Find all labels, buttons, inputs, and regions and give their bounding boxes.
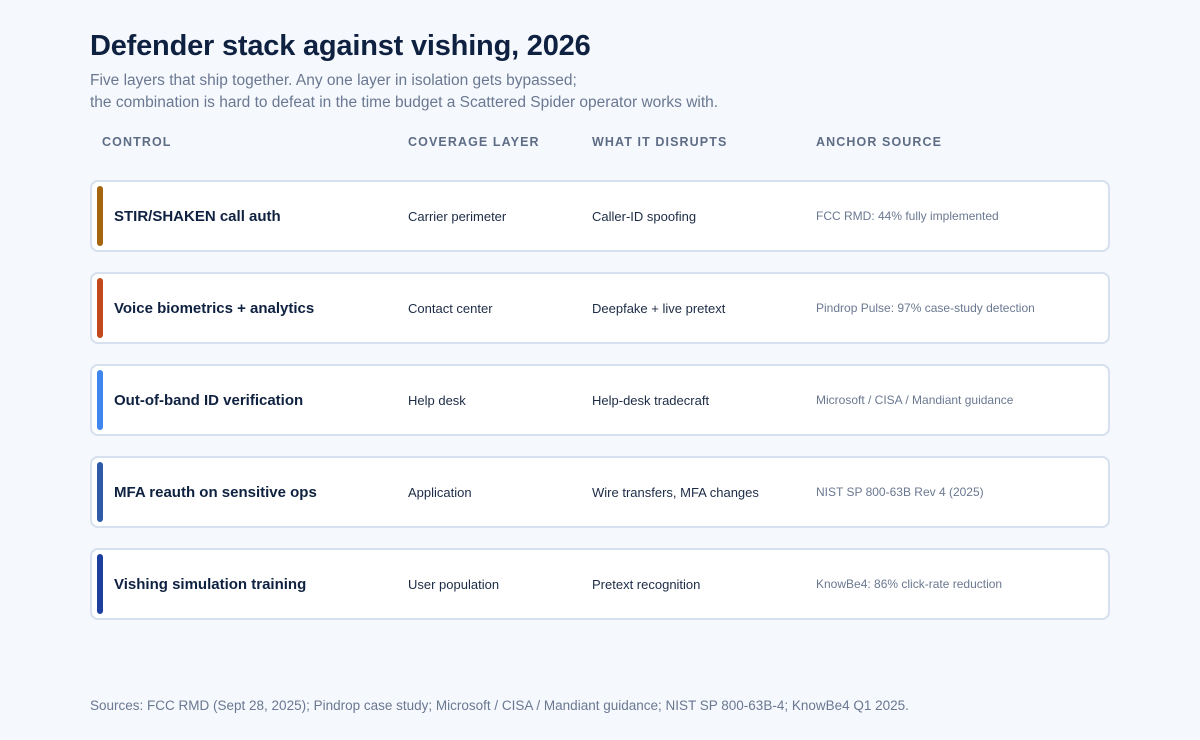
row-control: MFA reauth on sensitive ops	[114, 483, 317, 501]
column-headers: CONTROL COVERAGE LAYER WHAT IT DISRUPTS …	[90, 135, 1110, 153]
row-disrupts: Wire transfers, MFA changes	[592, 484, 759, 500]
control-table: STIR/SHAKEN call auth Carrier perimeter …	[90, 180, 1110, 640]
column-header-coverage-layer: COVERAGE LAYER	[408, 135, 540, 149]
row-disrupts: Help-desk tradecraft	[592, 392, 710, 408]
page-subtitle: Five layers that ship together. Any one …	[90, 70, 990, 114]
row-coverage-layer: Application	[408, 484, 472, 500]
subtitle-line-1: Five layers that ship together. Any one …	[90, 72, 577, 89]
row-accent-bar	[97, 370, 103, 430]
row-anchor-source: KnowBe4: 86% click-rate reduction	[816, 577, 1003, 591]
row-anchor-source: NIST SP 800-63B Rev 4 (2025)	[816, 485, 984, 499]
column-header-control: CONTROL	[102, 135, 172, 149]
row-disrupts: Caller-ID spoofing	[592, 208, 697, 224]
sources-footnote: Sources: FCC RMD (Sept 28, 2025); Pindro…	[90, 698, 909, 713]
row-coverage-layer: Help desk	[408, 392, 466, 408]
row-control: Voice biometrics + analytics	[114, 299, 315, 317]
row-control: Vishing simulation training	[114, 575, 307, 593]
row-disrupts: Pretext recognition	[592, 576, 701, 592]
table-row: Vishing simulation training User populat…	[90, 548, 1110, 620]
row-anchor-source: Microsoft / CISA / Mandiant guidance	[816, 393, 1014, 407]
table-row: MFA reauth on sensitive ops Application …	[90, 456, 1110, 528]
row-accent-bar	[97, 186, 103, 246]
table-row: Voice biometrics + analytics Contact cen…	[90, 272, 1110, 344]
row-anchor-source: FCC RMD: 44% fully implemented	[816, 209, 999, 223]
row-anchor-source: Pindrop Pulse: 97% case-study detection	[816, 301, 1035, 315]
row-coverage-layer: Carrier perimeter	[408, 208, 507, 224]
row-coverage-layer: User population	[408, 576, 500, 592]
row-accent-bar	[97, 462, 103, 522]
row-accent-bar	[97, 554, 103, 614]
table-row: STIR/SHAKEN call auth Carrier perimeter …	[90, 180, 1110, 252]
page-title: Defender stack against vishing, 2026	[90, 30, 591, 62]
table-row: Out-of-band ID verification Help desk He…	[90, 364, 1110, 436]
row-disrupts: Deepfake + live pretext	[592, 300, 726, 316]
column-header-anchor-source: ANCHOR SOURCE	[816, 135, 943, 149]
row-accent-bar	[97, 278, 103, 338]
subtitle-line-2: the combination is hard to defeat in the…	[90, 94, 719, 111]
column-header-what-it-disrupts: WHAT IT DISRUPTS	[592, 135, 728, 149]
row-control: Out-of-band ID verification	[114, 391, 304, 409]
row-control: STIR/SHAKEN call auth	[114, 207, 281, 225]
row-coverage-layer: Contact center	[408, 300, 493, 316]
